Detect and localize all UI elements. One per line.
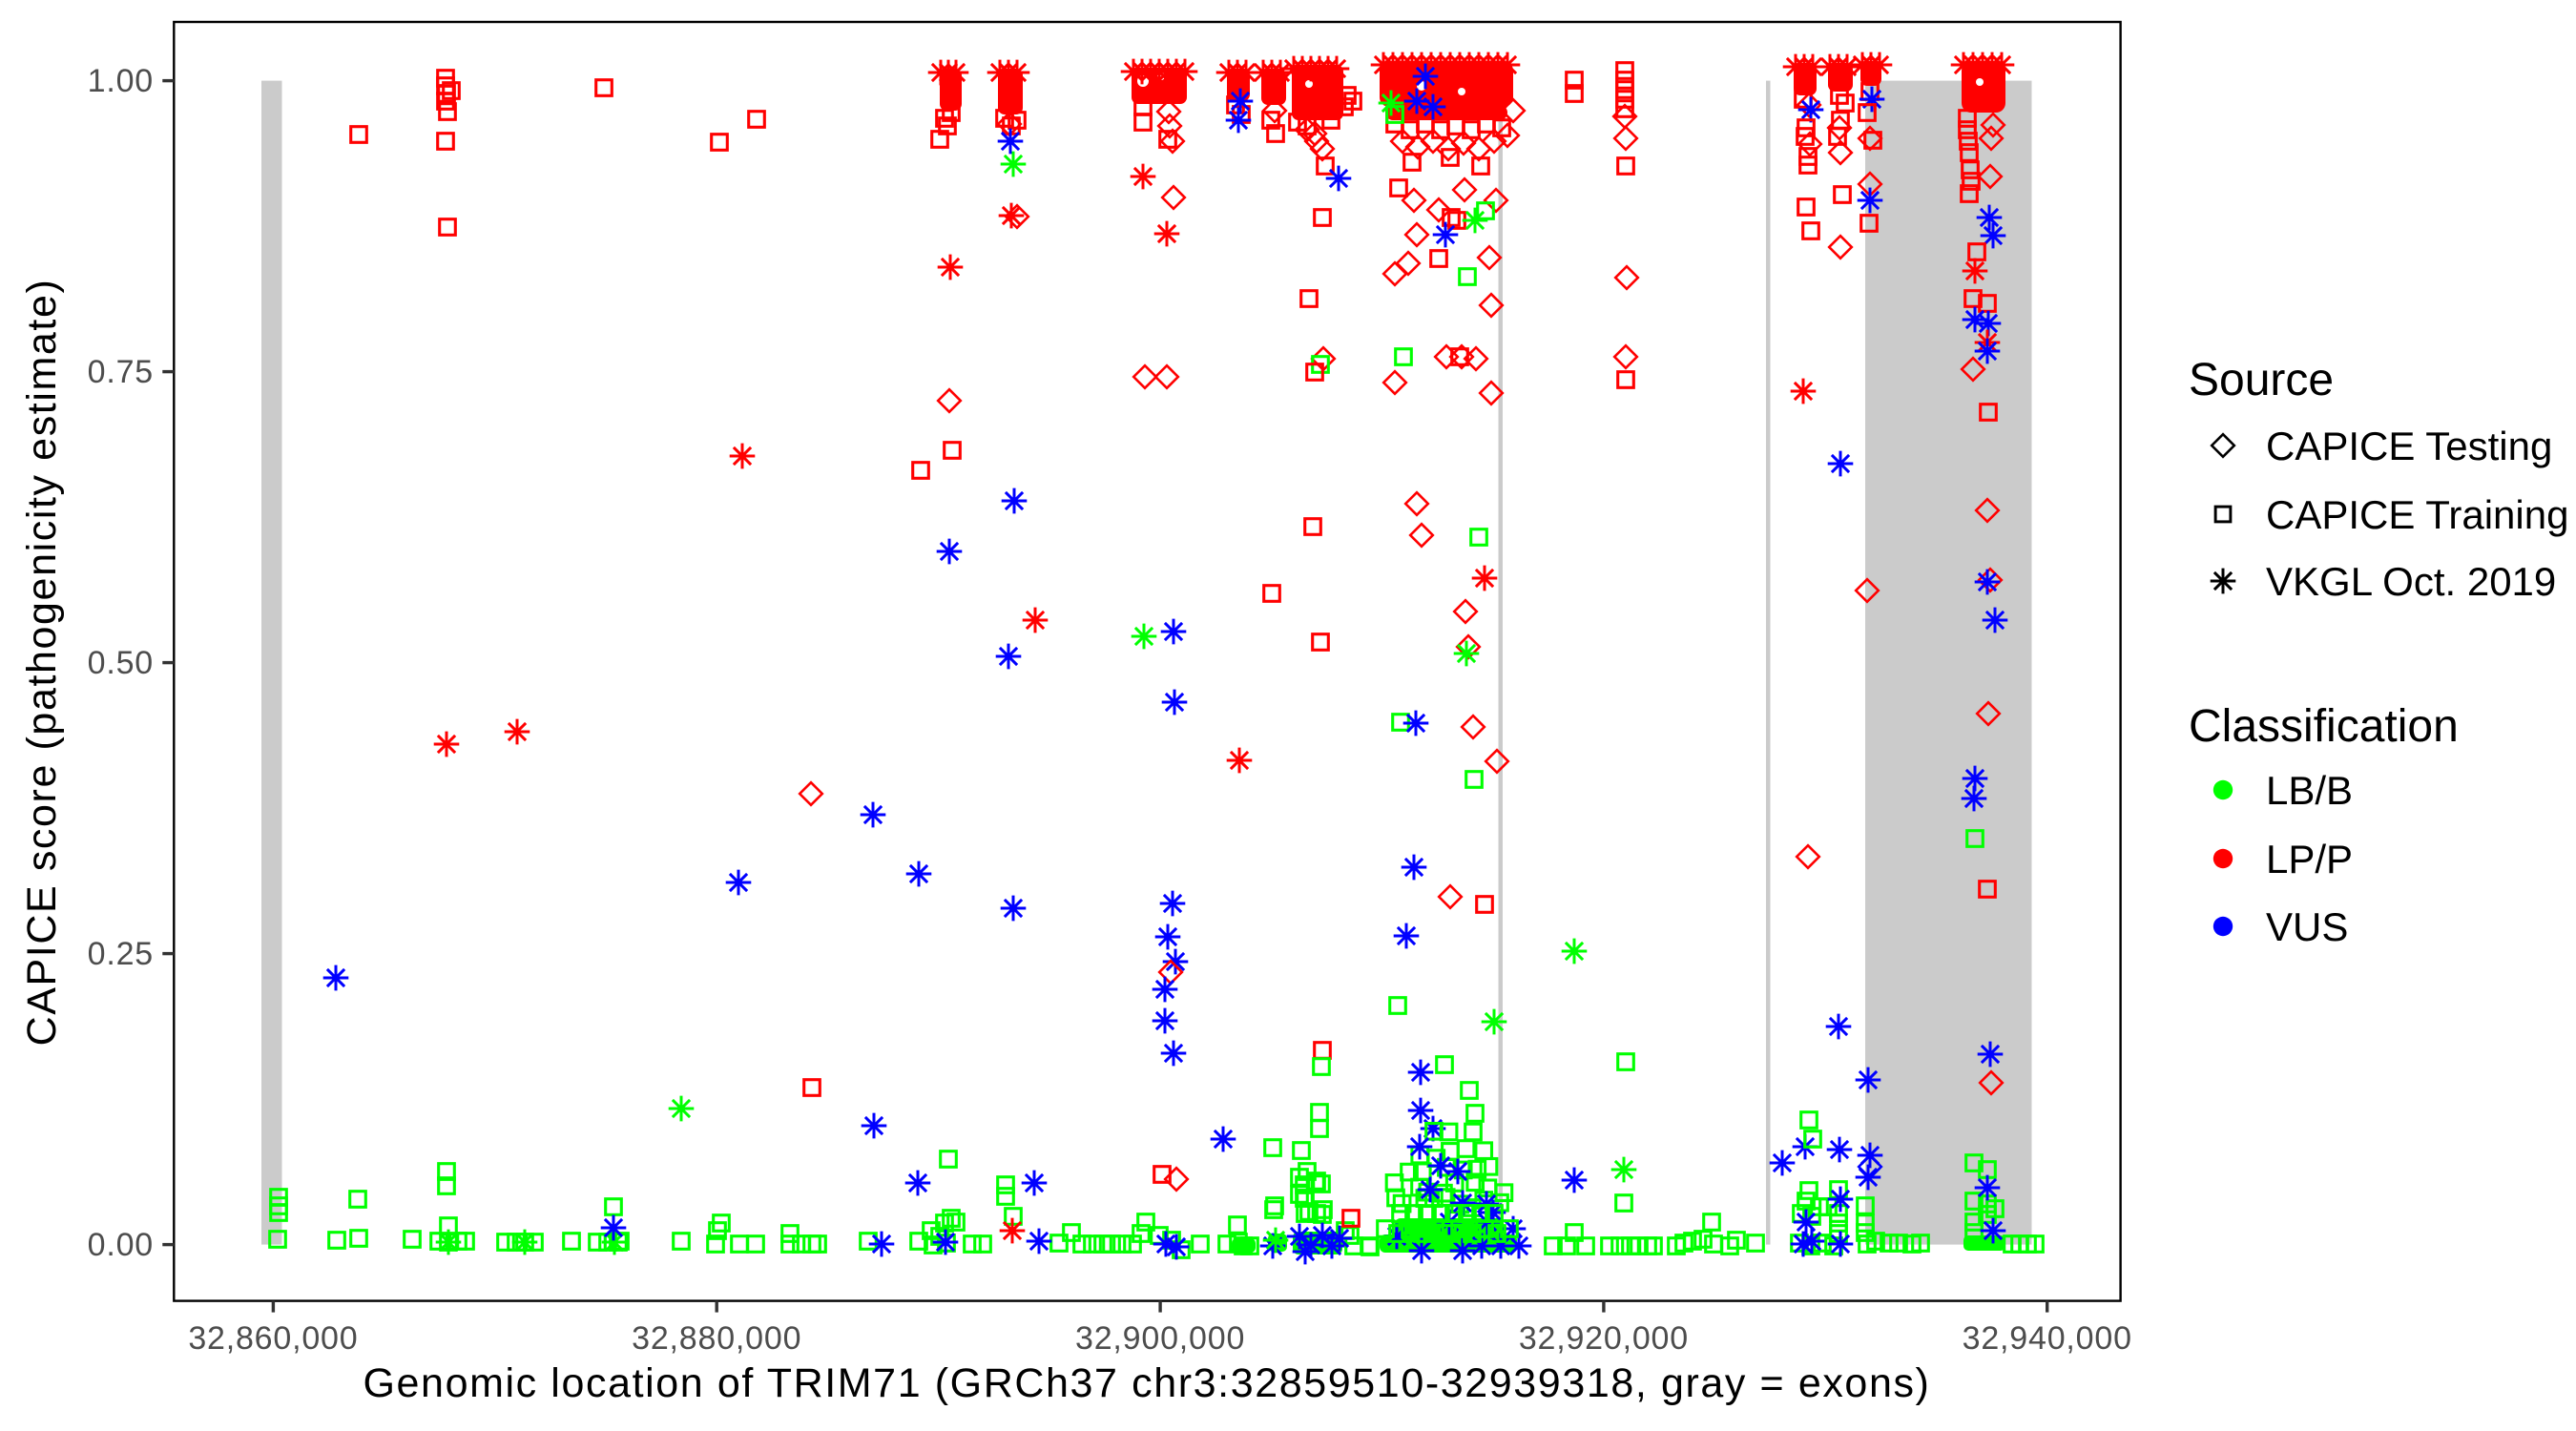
svg-text:VUS: VUS xyxy=(2266,904,2348,949)
svg-text:1.00: 1.00 xyxy=(88,63,154,99)
svg-text:CAPICE Training: CAPICE Training xyxy=(2266,492,2568,537)
svg-text:32,940,000: 32,940,000 xyxy=(1963,1320,2132,1357)
svg-text:32,920,000: 32,920,000 xyxy=(1519,1320,1689,1357)
svg-text:0.75: 0.75 xyxy=(88,354,154,390)
svg-text:32,860,000: 32,860,000 xyxy=(188,1320,358,1357)
svg-text:0.25: 0.25 xyxy=(88,936,154,972)
svg-text:0.00: 0.00 xyxy=(88,1227,154,1263)
svg-text:Classification: Classification xyxy=(2189,701,2459,752)
svg-text:LB/B: LB/B xyxy=(2266,768,2353,813)
svg-text:CAPICE score (pathogenicity es: CAPICE score (pathogenicity estimate) xyxy=(19,279,65,1047)
svg-text:Source: Source xyxy=(2189,355,2334,405)
svg-text:32,880,000: 32,880,000 xyxy=(632,1320,801,1357)
svg-text:32,900,000: 32,900,000 xyxy=(1075,1320,1245,1357)
svg-text:VKGL Oct. 2019: VKGL Oct. 2019 xyxy=(2266,559,2556,604)
svg-text:Genomic location of TRIM71 (GR: Genomic location of TRIM71 (GRCh37 chr3:… xyxy=(364,1360,1931,1406)
svg-text:CAPICE Testing: CAPICE Testing xyxy=(2266,424,2552,468)
svg-text:0.50: 0.50 xyxy=(88,645,154,681)
svg-text:LP/P: LP/P xyxy=(2266,837,2353,881)
